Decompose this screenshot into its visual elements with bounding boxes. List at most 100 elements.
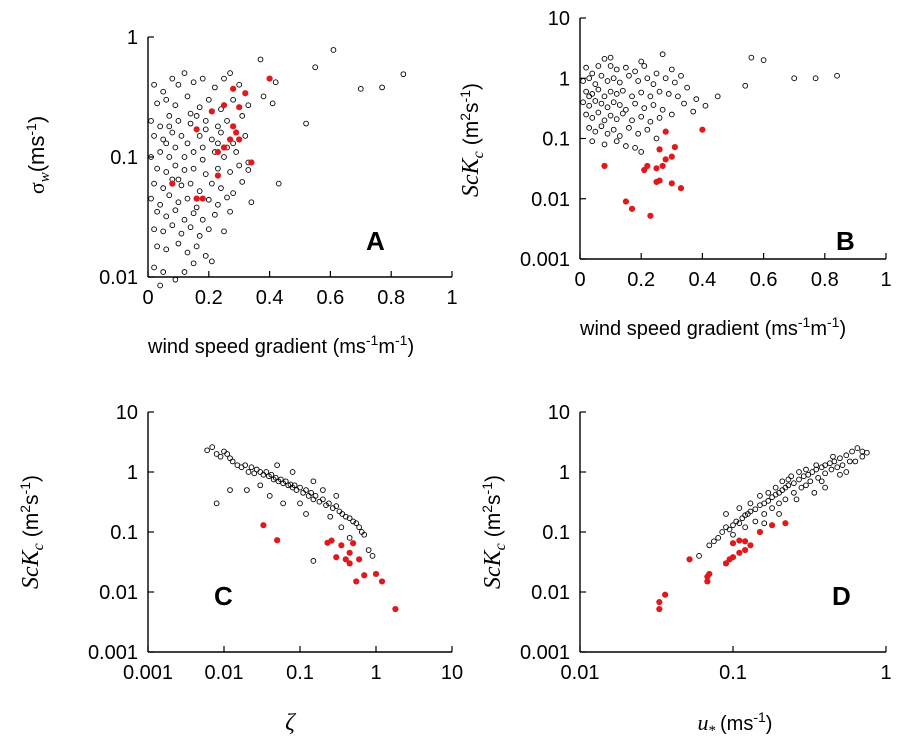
filled-point: [266, 75, 273, 82]
open-point: [199, 156, 206, 163]
open-point: [837, 471, 843, 478]
open-point: [230, 190, 236, 196]
open-point: [752, 506, 759, 513]
open-point: [607, 88, 614, 95]
open-point: [733, 518, 740, 525]
open-point: [619, 110, 626, 117]
open-point: [607, 54, 614, 61]
open-point: [796, 476, 802, 483]
open-point: [752, 518, 759, 525]
open-point: [303, 120, 309, 127]
y-tick-label: 0.001: [520, 642, 570, 664]
open-point: [747, 500, 754, 507]
open-point: [785, 476, 792, 483]
open-point: [776, 489, 782, 496]
open-point: [242, 462, 249, 469]
open-point: [148, 118, 154, 124]
open-point: [742, 82, 749, 89]
open-point: [333, 493, 340, 499]
open-point: [163, 169, 170, 175]
open-point: [623, 143, 629, 149]
open-point: [815, 474, 821, 481]
open-point: [257, 482, 264, 489]
open-point: [148, 154, 154, 160]
open-point: [242, 133, 249, 139]
filled-point: [208, 108, 215, 115]
open-point: [205, 226, 212, 233]
open-point: [644, 75, 651, 82]
open-point: [668, 111, 675, 118]
x-tick-label: 0.8: [811, 269, 839, 291]
open-point: [748, 54, 755, 61]
open-point: [791, 489, 797, 496]
filled-point: [193, 195, 200, 202]
open-point: [310, 478, 317, 485]
open-point: [229, 458, 236, 465]
x-tick-label: 0.1: [286, 662, 314, 684]
open-point: [742, 512, 748, 519]
open-point: [830, 453, 836, 460]
open-point: [822, 462, 828, 469]
panel-d-y-title: ScKc(m2s-1): [479, 475, 509, 589]
open-point: [852, 458, 859, 465]
open-point: [788, 473, 795, 480]
open-point: [300, 489, 306, 496]
open-point: [632, 68, 638, 75]
open-point: [266, 493, 273, 499]
open-point: [215, 140, 221, 147]
x-tick-label: 0.1: [719, 662, 747, 684]
open-point: [312, 64, 319, 71]
open-point: [218, 129, 224, 136]
open-point: [224, 194, 230, 201]
filled-point: [622, 198, 630, 205]
filled-point: [742, 546, 749, 554]
open-point: [221, 228, 227, 235]
filled-point: [242, 90, 249, 97]
open-point: [213, 451, 220, 457]
open-point: [353, 520, 360, 527]
open-point: [761, 500, 768, 507]
panel-a: 0.01 0.1 1 0 0.2 0.4 0.6 0.8 1 A wind speed grad…: [23, 27, 458, 358]
panel-c: 0.001 0.01 0.1 1 10 0.001 0.01 0.1 1 10 C ζ ScKc(…: [17, 402, 463, 736]
filled-point: [641, 166, 648, 174]
open-point: [730, 522, 736, 529]
open-point: [166, 154, 173, 160]
x-tick-label: 0.001: [123, 662, 173, 684]
open-point: [172, 102, 179, 109]
open-point: [190, 165, 197, 172]
filled-point: [653, 178, 660, 186]
open-point: [236, 162, 243, 169]
y-tick-label: 0.01: [99, 582, 138, 604]
open-point: [650, 81, 657, 87]
filled-point: [342, 556, 349, 563]
open-point: [604, 130, 611, 137]
panel-c-plot: 0.001 0.01 0.1 1 10 0.001 0.01 0.1 1 10: [88, 402, 463, 684]
open-point: [635, 78, 641, 84]
open-point: [221, 75, 227, 82]
open-point: [208, 136, 215, 143]
open-point: [400, 71, 407, 78]
filled-point: [742, 538, 749, 545]
x-tick-label: 0: [142, 287, 153, 309]
y-tick-label: 0.1: [110, 522, 138, 544]
open-point: [239, 179, 246, 185]
open-point: [629, 93, 635, 100]
open-point: [629, 117, 635, 124]
open-point: [184, 93, 191, 100]
open-point: [181, 269, 188, 275]
open-point: [765, 498, 772, 504]
filled-point: [328, 537, 335, 544]
open-point: [726, 526, 733, 533]
open-point: [196, 104, 203, 111]
filled-point: [230, 85, 237, 92]
open-point: [160, 136, 167, 143]
filled-point: [628, 205, 636, 212]
open-point: [632, 100, 638, 107]
open-point: [163, 96, 170, 103]
open-point: [357, 85, 364, 92]
open-point: [839, 462, 846, 469]
open-point: [592, 98, 599, 104]
filled-point: [220, 102, 228, 109]
filled-point: [392, 605, 399, 613]
open-point: [681, 100, 687, 107]
